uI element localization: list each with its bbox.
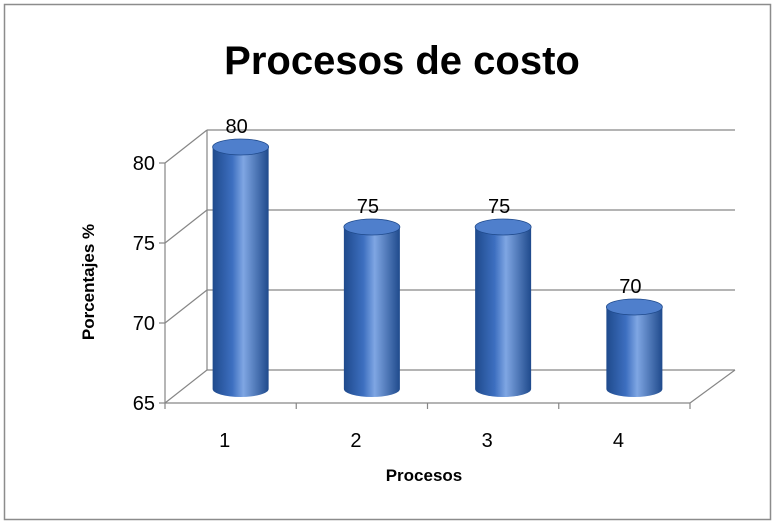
- bar-top: [474, 218, 532, 236]
- bar-top: [343, 218, 401, 236]
- bar-body: [475, 227, 532, 397]
- gridline-side: [164, 369, 208, 404]
- bar: [212, 138, 270, 397]
- bar-top: [212, 138, 270, 156]
- x-tick-label: 3: [482, 430, 493, 452]
- axis-layer: 65 70 75 80 1 2 3 4: [133, 153, 691, 452]
- x-axis-title: Procesos: [386, 466, 463, 485]
- data-label: 75: [488, 196, 510, 218]
- bar: [343, 218, 401, 397]
- chart-title: Procesos de costo: [224, 39, 580, 83]
- bar-body: [606, 307, 663, 397]
- x-tick-label: 4: [613, 430, 624, 452]
- bar-body: [212, 147, 269, 397]
- label-layer: 80 75 75 70: [226, 116, 642, 298]
- y-tick-label: 70: [133, 313, 155, 335]
- bar: [474, 218, 532, 397]
- data-label: 75: [357, 196, 379, 218]
- gridline-side: [164, 289, 208, 324]
- data-label: 80: [226, 116, 248, 138]
- y-tick-label: 65: [133, 393, 155, 415]
- y-axis-title: Porcentajes %: [79, 224, 98, 340]
- bar: [605, 298, 663, 397]
- data-label: 70: [619, 276, 641, 298]
- y-tick-label: 80: [133, 153, 155, 175]
- floor-right-edge: [689, 369, 736, 404]
- bar-top: [605, 298, 663, 316]
- bar-layer: [212, 138, 663, 397]
- gridline-side: [164, 209, 208, 244]
- gridline-side: [164, 129, 208, 164]
- x-tick-label: 1: [219, 430, 230, 452]
- bar-body: [343, 227, 400, 397]
- y-tick-label: 75: [133, 233, 155, 255]
- x-tick-label: 2: [350, 430, 361, 452]
